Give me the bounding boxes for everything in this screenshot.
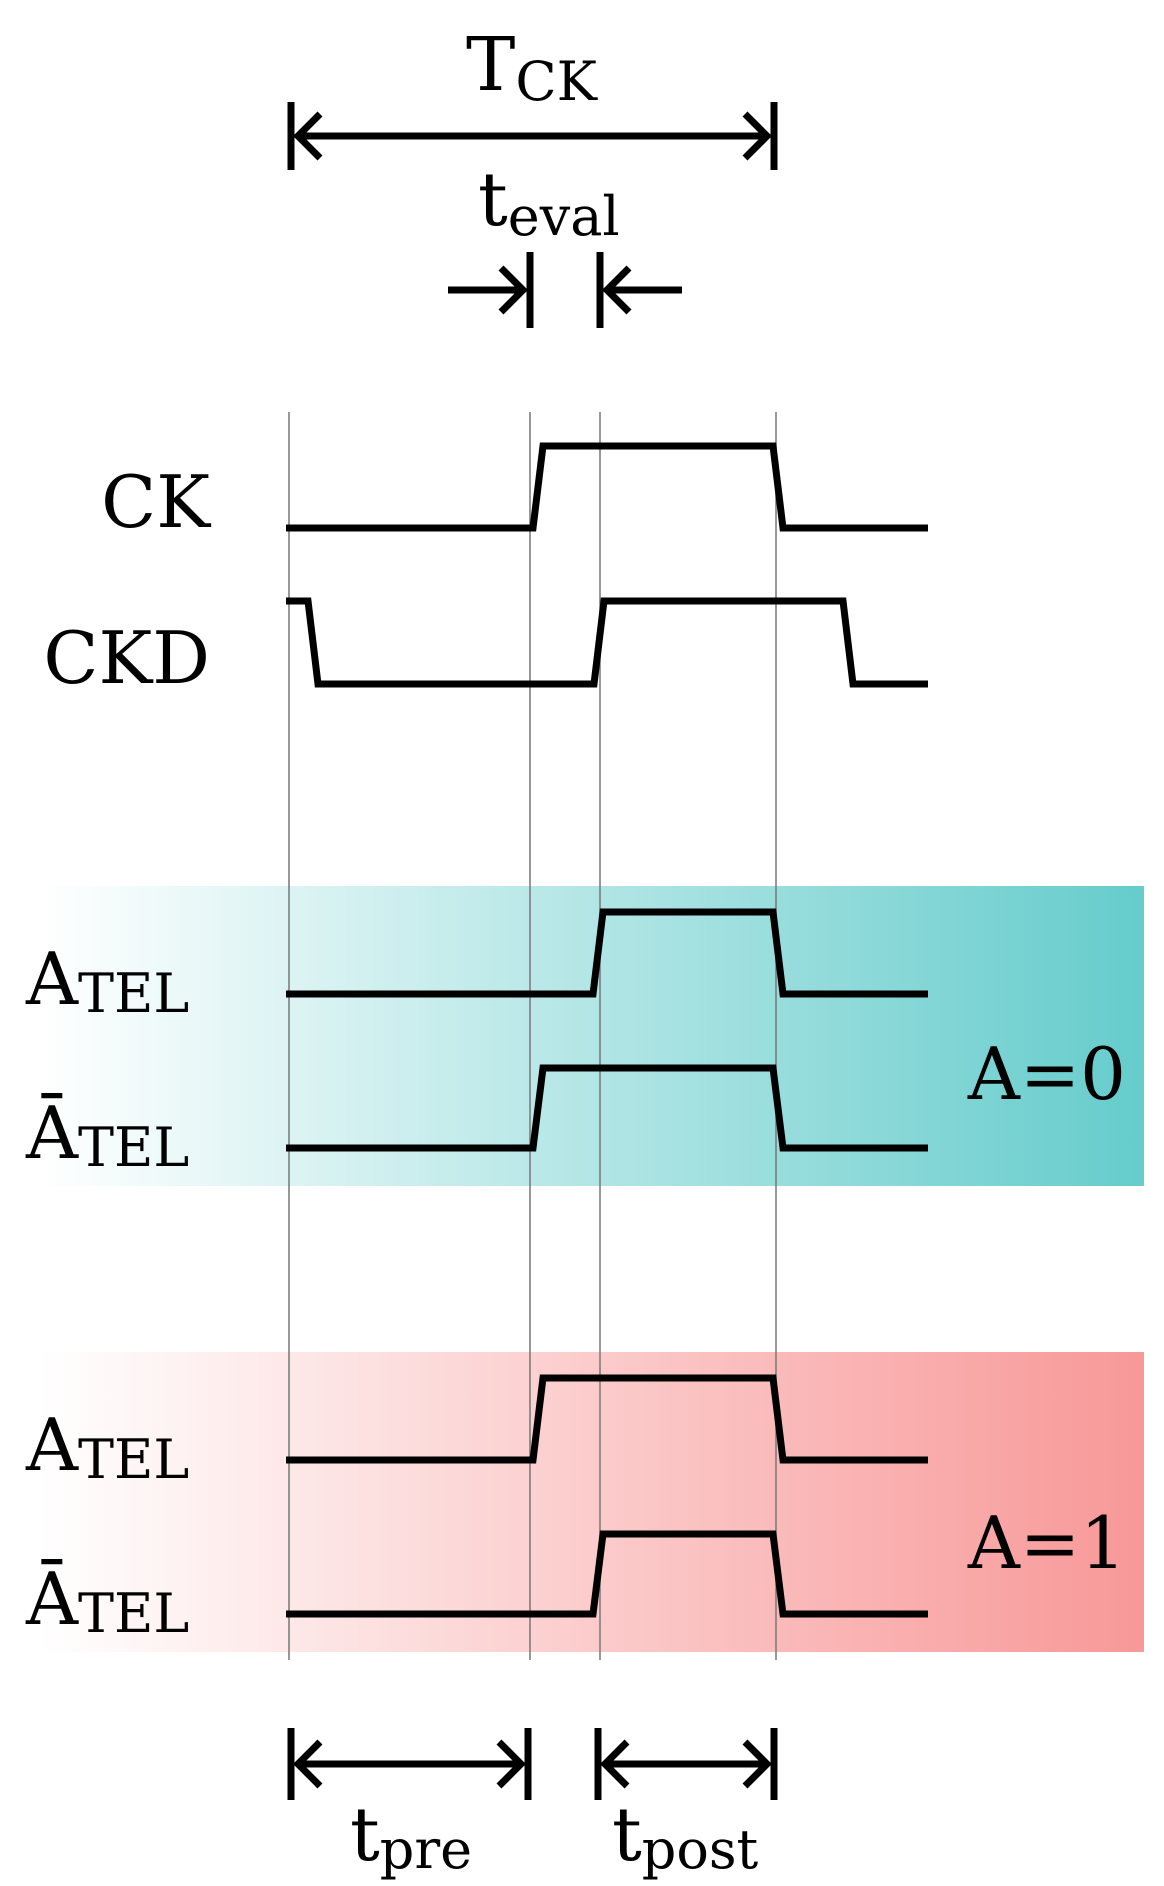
signal-label-ckd: CKD [43,616,210,700]
case-label-a1: A=1 [967,1501,1126,1585]
abar-tel-main: Ā [25,1557,79,1641]
teval-dimension [448,252,682,328]
teval-label-main: t [478,157,508,243]
waveform-abar-tel-case1 [286,1530,928,1618]
signal-label-a-tel-case1: ATEL [25,1403,189,1491]
tpre-label: tpre [350,1792,472,1881]
tck-label: TCK [466,22,599,113]
a-tel-main: A [25,937,79,1021]
waveform-a-tel-case1 [286,1374,928,1464]
waveform-a-tel-case0 [286,908,928,998]
abar-tel-sub: TEL [78,1582,189,1645]
tpre-label-sub: pre [380,1818,472,1881]
tpost-label-sub: post [642,1818,759,1881]
tck-label-main: T [466,22,515,108]
signal-label-abar-tel-case0: ĀTEL [25,1091,189,1179]
teval-label-sub: eval [508,185,620,248]
tpost-label-main: t [612,1792,642,1878]
tpost-label: tpost [612,1792,759,1881]
abar-tel-sub: TEL [78,1116,189,1179]
signal-label-a-tel-case0: ATEL [25,937,189,1025]
a-tel-main: A [25,1403,79,1487]
case-a0-band [40,886,1144,1186]
tck-dimension [287,102,778,170]
signal-label-ck: CK [101,460,211,544]
waveform-ck [286,442,928,532]
tck-label-sub: CK [515,50,598,113]
a-tel-sub: TEL [78,962,189,1025]
waveform-ckd [286,597,928,688]
tpost-dimension [594,1728,778,1800]
signal-label-abar-tel-case1: ĀTEL [25,1557,189,1645]
waveform-abar-tel-case0 [286,1064,928,1152]
case-label-a0: A=0 [967,1032,1126,1116]
abar-tel-main: Ā [25,1091,79,1175]
tpre-dimension [287,1728,532,1800]
a-tel-sub: TEL [78,1428,189,1491]
tpre-label-main: t [350,1792,380,1878]
teval-label: teval [478,157,620,248]
